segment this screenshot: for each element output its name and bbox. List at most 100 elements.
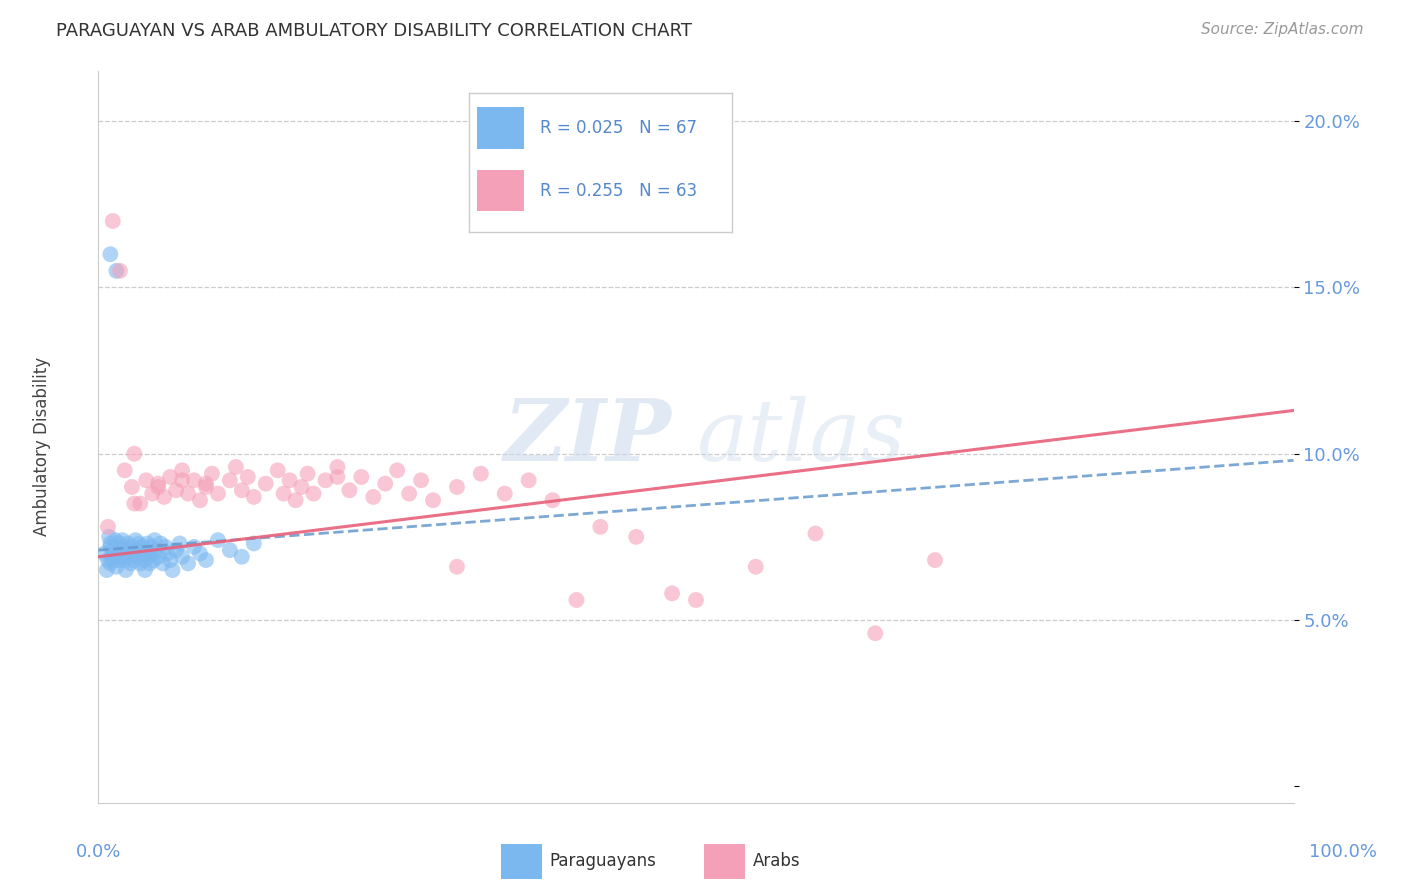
Point <box>148 549 170 564</box>
Point <box>243 490 266 504</box>
Point <box>108 264 131 278</box>
Point <box>98 530 121 544</box>
Point <box>132 553 155 567</box>
Text: atlas: atlas <box>696 396 905 478</box>
Point <box>183 540 205 554</box>
Point <box>273 486 295 500</box>
Text: 0.0%: 0.0% <box>76 843 121 861</box>
Point <box>302 486 325 500</box>
Point <box>159 470 181 484</box>
Point <box>267 463 290 477</box>
Point <box>374 476 396 491</box>
Point <box>145 543 167 558</box>
Point <box>122 546 145 560</box>
Point <box>278 473 301 487</box>
Point <box>517 473 540 487</box>
Point <box>131 546 153 560</box>
Point <box>96 563 118 577</box>
Point <box>118 549 141 564</box>
Point <box>201 467 224 481</box>
Point <box>105 540 128 554</box>
Point <box>134 563 156 577</box>
Point <box>139 540 162 554</box>
Point <box>148 480 170 494</box>
Point <box>363 490 385 504</box>
Point <box>98 557 122 571</box>
Point <box>183 473 205 487</box>
Point <box>195 476 218 491</box>
Point <box>284 493 307 508</box>
Point <box>98 247 122 261</box>
Point <box>231 483 253 498</box>
Point <box>188 493 211 508</box>
Point <box>626 530 648 544</box>
Text: PARAGUAYAN VS ARAB AMBULATORY DISABILITY CORRELATION CHART: PARAGUAYAN VS ARAB AMBULATORY DISABILITY… <box>56 22 692 40</box>
Point <box>565 593 588 607</box>
Point <box>117 536 139 550</box>
Point <box>142 553 165 567</box>
Point <box>165 483 187 498</box>
Point <box>470 467 492 481</box>
Point <box>131 540 153 554</box>
Point <box>541 493 564 508</box>
Point <box>152 557 174 571</box>
Point <box>103 553 125 567</box>
Point <box>195 553 218 567</box>
Point <box>129 497 152 511</box>
Point <box>411 473 433 487</box>
Point <box>661 586 683 600</box>
Point <box>804 526 827 541</box>
Point <box>104 533 127 548</box>
Point <box>128 536 150 550</box>
Point <box>120 557 142 571</box>
Point <box>924 553 946 567</box>
Point <box>685 593 707 607</box>
Point <box>107 553 129 567</box>
Point <box>124 533 146 548</box>
Point <box>153 490 176 504</box>
Point <box>148 476 170 491</box>
Point <box>159 553 181 567</box>
Point <box>225 460 247 475</box>
Point <box>93 546 115 560</box>
Point <box>865 626 887 640</box>
Point <box>129 557 152 571</box>
Point <box>177 486 200 500</box>
Point <box>156 546 179 560</box>
Point <box>422 493 444 508</box>
Point <box>350 470 373 484</box>
Point <box>98 540 122 554</box>
Point <box>155 540 177 554</box>
Point <box>135 543 157 558</box>
Point <box>326 460 349 475</box>
Point <box>105 264 128 278</box>
Point <box>110 543 132 558</box>
Point <box>127 549 149 564</box>
Point <box>589 520 612 534</box>
Point <box>121 480 143 494</box>
Point <box>188 546 211 560</box>
Point <box>291 480 314 494</box>
Text: 100.0%: 100.0% <box>1309 843 1376 861</box>
Point <box>135 473 157 487</box>
Text: ZIP: ZIP <box>505 395 672 479</box>
Point <box>141 546 163 560</box>
Point <box>125 543 148 558</box>
Point <box>114 463 136 477</box>
Point <box>172 463 194 477</box>
Point <box>297 467 319 481</box>
Point <box>385 463 409 477</box>
Point <box>107 546 129 560</box>
Point <box>219 543 242 558</box>
Point <box>101 543 124 558</box>
Point <box>398 486 420 500</box>
Point <box>101 214 124 228</box>
Point <box>745 559 768 574</box>
Point <box>231 549 253 564</box>
Point <box>254 476 277 491</box>
Point <box>98 536 122 550</box>
Point <box>111 549 134 564</box>
Point <box>100 549 122 564</box>
Point <box>339 483 361 498</box>
Point <box>172 473 194 487</box>
